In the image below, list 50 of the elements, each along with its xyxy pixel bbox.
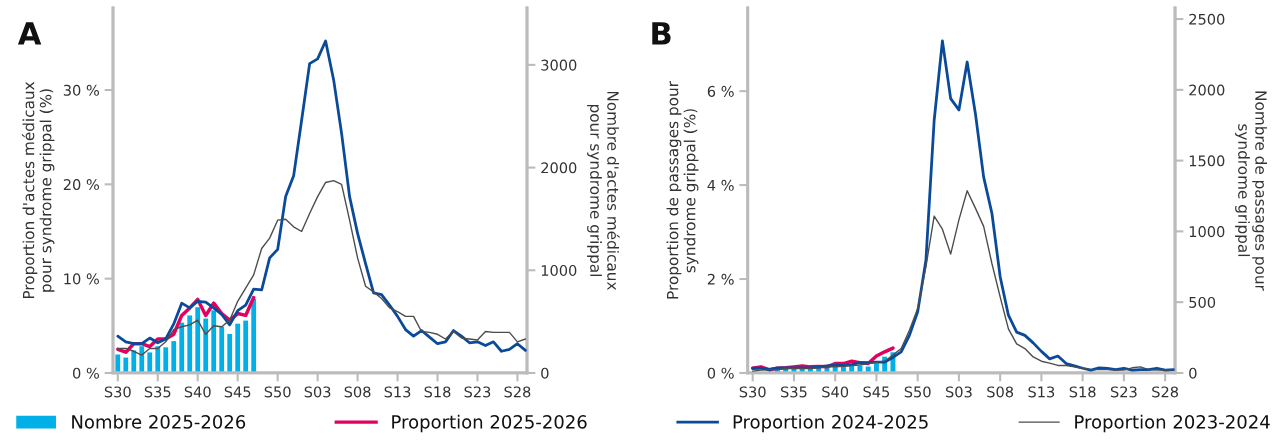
x-tick-label: S35	[780, 386, 807, 398]
legend-label: Nombre 2025-2026	[72, 414, 246, 429]
y2-tick-label: 1000	[541, 264, 577, 277]
y2-tick-label: 2500	[1189, 13, 1225, 25]
x-tick-label: S30	[104, 386, 131, 398]
y-tick-label: 30 %	[63, 84, 99, 96]
legend-label: Proportion 2023-2024	[1075, 414, 1270, 433]
x-tick-label: S03	[945, 386, 972, 398]
y2-tick-label: 2000	[1189, 84, 1225, 96]
x-tick-label: S23	[464, 386, 491, 398]
y2-tick-label: 1500	[1189, 155, 1225, 167]
y2-axis-title: Nombre d'actes médicaux pour syndrome grippal	[587, 91, 620, 291]
x-tick-label: S30	[739, 386, 766, 398]
x-tick-label: S50	[904, 386, 931, 398]
legend-label: Proportion 2024-2025	[733, 414, 928, 433]
x-tick-label: S18	[424, 386, 451, 398]
y2-tick-label: 2000	[541, 162, 577, 174]
x-tick-label: S13	[1028, 386, 1055, 398]
y-axis-title: Proportion d'actes médicaux pour syndrome grippal (%)	[21, 81, 55, 299]
chart-title: A	[17, 22, 42, 45]
legend-label: Proportion 2025-2026	[392, 414, 587, 433]
y2-tick-label: 1000	[1189, 226, 1225, 238]
x-tick-label: S28	[504, 386, 531, 398]
y-tick-label: 0 %	[73, 367, 99, 379]
y-tick-label: 2 %	[707, 273, 734, 285]
x-tick-label: S45	[863, 386, 890, 398]
y2-tick-label: 0	[1189, 367, 1197, 379]
x-tick-label: S13	[384, 386, 411, 398]
x-tick-label: S40	[184, 386, 211, 398]
chart-title: B	[652, 22, 671, 45]
y2-tick-label: 500	[1189, 296, 1216, 308]
y-tick-label: 20 %	[63, 179, 99, 191]
x-tick-label: S28	[1152, 386, 1179, 398]
x-tick-label: S03	[304, 386, 331, 398]
y2-tick-label: 0	[541, 367, 549, 379]
x-tick-label: S08	[344, 386, 371, 398]
y-tick-label: 0 %	[707, 367, 734, 379]
x-tick-label: S35	[144, 386, 171, 398]
y-axis-title: Proportion de passages pour syndrome grippal (%)	[666, 81, 699, 299]
y2-axis-title: Nombre de passages pour syndrome grippal	[1235, 91, 1268, 291]
y-tick-label: 6 %	[707, 85, 734, 97]
x-tick-label: S45	[224, 386, 251, 398]
x-tick-label: S40	[822, 386, 849, 398]
y2-tick-label: 3000	[541, 59, 577, 71]
y-tick-label: 10 %	[64, 273, 99, 285]
x-tick-label: S23	[1110, 386, 1137, 398]
y-tick-label: 4 %	[707, 179, 734, 191]
x-tick-label: S18	[1069, 386, 1096, 398]
x-tick-label: S50	[264, 386, 291, 398]
x-tick-label: S08	[987, 386, 1014, 398]
